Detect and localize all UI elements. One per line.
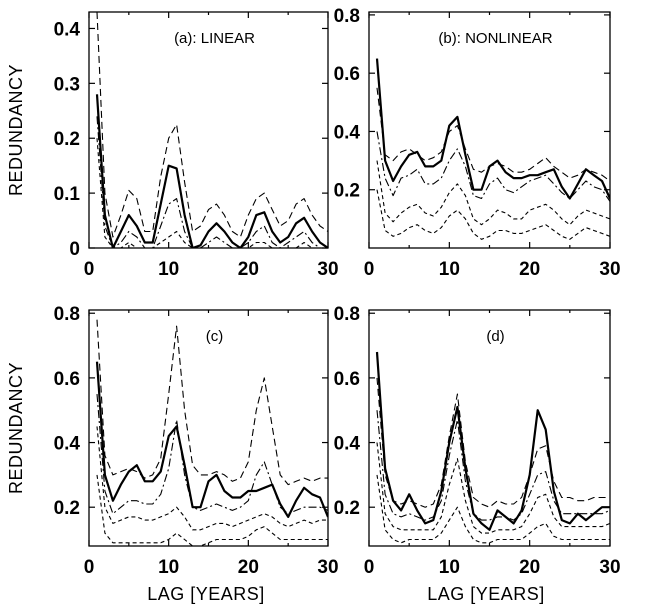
series-group [375,58,610,240]
y-tick-label: 0.4 [54,434,81,455]
x-tick-label: 20 [238,259,259,280]
series-line-1-solid [95,94,328,248]
x-tick-label: 10 [439,557,460,578]
series-line-3-dash-dot [96,394,328,515]
y-tick-label: 0.6 [54,369,80,390]
series-line-2-dashed [376,377,610,508]
y-tick-label: 0.2 [334,181,360,202]
panel-c: 0 10 20 30 0.2 0.4 0.6 0.8 (c) [54,304,339,578]
x-tick-label: 0 [84,259,95,280]
panel-d: 0 10 20 30 0.2 0.4 0.6 0.8 (d) [334,304,621,578]
panel-a: 0 10 20 30 0 0.1 0.2 0.3 0.4 (a): LINEAR [54,11,339,280]
y-tick-label: 0.3 [54,74,80,95]
y-tick-label: 0.8 [334,304,360,325]
y-axis-title-bottom: REDUNDANCY [6,362,26,494]
y-tick-label: 0.4 [334,122,361,143]
x-tick-label: 10 [439,259,460,280]
y-tick-label: 0.4 [334,434,361,455]
x-tick-label: 30 [599,557,620,578]
series-line-4-dashed-short [376,442,610,534]
series-line-2-dashed [96,12,328,238]
y-tick-label: 0.4 [54,19,81,40]
plot-frame [368,11,611,249]
x-tick-label: 20 [238,557,259,578]
y-tick-label: 0.8 [54,304,80,325]
x-tick-label: 30 [317,259,338,280]
y-tick-label: 0.8 [334,6,360,27]
series-line-2-dashed [96,319,328,486]
series-group [95,12,328,248]
plot-frame [368,309,611,547]
y-axis-title-top: REDUNDANCY [6,64,26,196]
y-tick-label: 0.2 [54,498,80,519]
y-tick-label: 0.6 [334,369,360,390]
panel-title: (b): NONLINEAR [438,30,552,47]
x-tick-label: 10 [158,557,179,578]
series-group [95,319,328,546]
series-line-1-solid [375,58,610,200]
y-tick-label: 0.2 [54,129,80,150]
x-tick-label: 10 [158,259,179,280]
series-line-3-dash-dot [376,410,610,521]
x-tick-label: 0 [364,259,375,280]
y-tick-label: 0.1 [54,184,81,205]
series-line-5-dashed-short [376,189,610,240]
x-tick-label: 30 [599,259,620,280]
x-tick-label: 0 [364,557,375,578]
panel-b: 0 10 20 30 0.2 0.4 0.6 0.8 (b): NONLINEAR [334,6,621,280]
panel-title: (a): LINEAR [174,30,255,47]
panel-title: (c) [206,328,224,345]
y-tick-label: 0.2 [334,498,360,519]
series-line-5-dashed-short [96,474,328,546]
series-line-4-dashed-short [376,160,610,226]
x-tick-label: 20 [519,259,540,280]
series-line-3-dash-dot [96,116,328,248]
series-line-2-dashed [376,87,610,182]
y-tick-label: 0 [69,239,80,260]
panel-title: (d) [486,328,504,345]
series-line-5-dashed-short [376,474,610,544]
series-group [375,351,610,544]
series-line-1-solid [95,361,328,519]
x-axis-title-right: LAG [YEARS] [427,584,545,604]
x-tick-label: 0 [84,557,95,578]
y-tick-label: 0.6 [334,64,360,85]
series-line-4-dashed-short [96,426,328,531]
x-axis-title-left: LAG [YEARS] [147,584,265,604]
x-tick-label: 20 [519,557,540,578]
series-line-1-solid [375,351,610,531]
x-tick-label: 30 [317,557,338,578]
series-line-3-dash-dot [376,131,610,202]
